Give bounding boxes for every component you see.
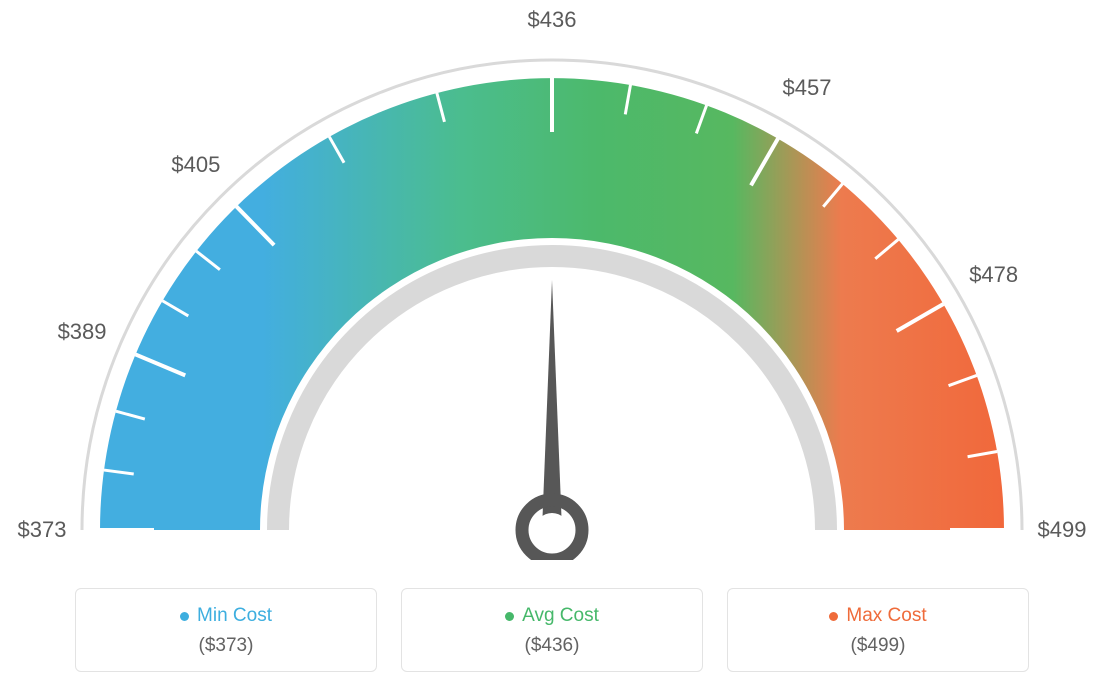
- gauge-tick-label: $457: [783, 75, 832, 101]
- gauge-chart: $373 $389 $405 $436 $457 $478 $499: [0, 0, 1104, 560]
- cost-gauge-container: $373 $389 $405 $436 $457 $478 $499 Min Cost ($3…: [0, 0, 1104, 690]
- legend-value: ($499): [728, 635, 1028, 657]
- legend-value: ($436): [402, 635, 702, 657]
- legend-title: Max Cost: [829, 605, 926, 627]
- legend-row: Min Cost ($373) Avg Cost ($436) Max Cost ($49…: [0, 588, 1104, 672]
- legend-card-avg: Avg Cost ($436): [401, 588, 703, 672]
- legend-dot-icon: [180, 612, 189, 621]
- legend-title: Min Cost: [180, 605, 272, 627]
- gauge-tick-label: $405: [171, 152, 220, 178]
- gauge-tick-label: $389: [58, 319, 107, 345]
- legend-dot-icon: [829, 612, 838, 621]
- gauge-tick-label: $373: [18, 517, 67, 543]
- gauge-tick-label: $499: [1038, 517, 1087, 543]
- legend-label: Min Cost: [197, 605, 272, 627]
- legend-card-min: Min Cost ($373): [75, 588, 377, 672]
- legend-label: Max Cost: [846, 605, 926, 627]
- gauge-svg: [0, 0, 1104, 560]
- gauge-tick-label: $478: [969, 262, 1018, 288]
- legend-card-max: Max Cost ($499): [727, 588, 1029, 672]
- legend-dot-icon: [505, 612, 514, 621]
- gauge-tick-label: $436: [528, 7, 577, 33]
- legend-value: ($373): [76, 635, 376, 657]
- legend-title: Avg Cost: [505, 605, 599, 627]
- legend-label: Avg Cost: [522, 605, 599, 627]
